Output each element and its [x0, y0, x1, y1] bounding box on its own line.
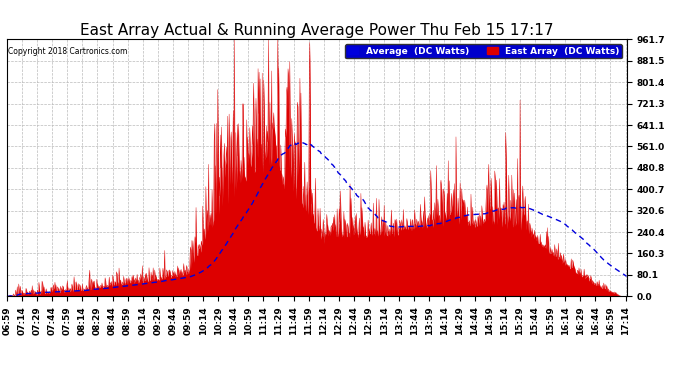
Text: Copyright 2018 Cartronics.com: Copyright 2018 Cartronics.com — [8, 47, 128, 56]
Legend: Average  (DC Watts), East Array  (DC Watts): Average (DC Watts), East Array (DC Watts… — [345, 44, 622, 58]
Title: East Array Actual & Running Average Power Thu Feb 15 17:17: East Array Actual & Running Average Powe… — [80, 23, 553, 38]
